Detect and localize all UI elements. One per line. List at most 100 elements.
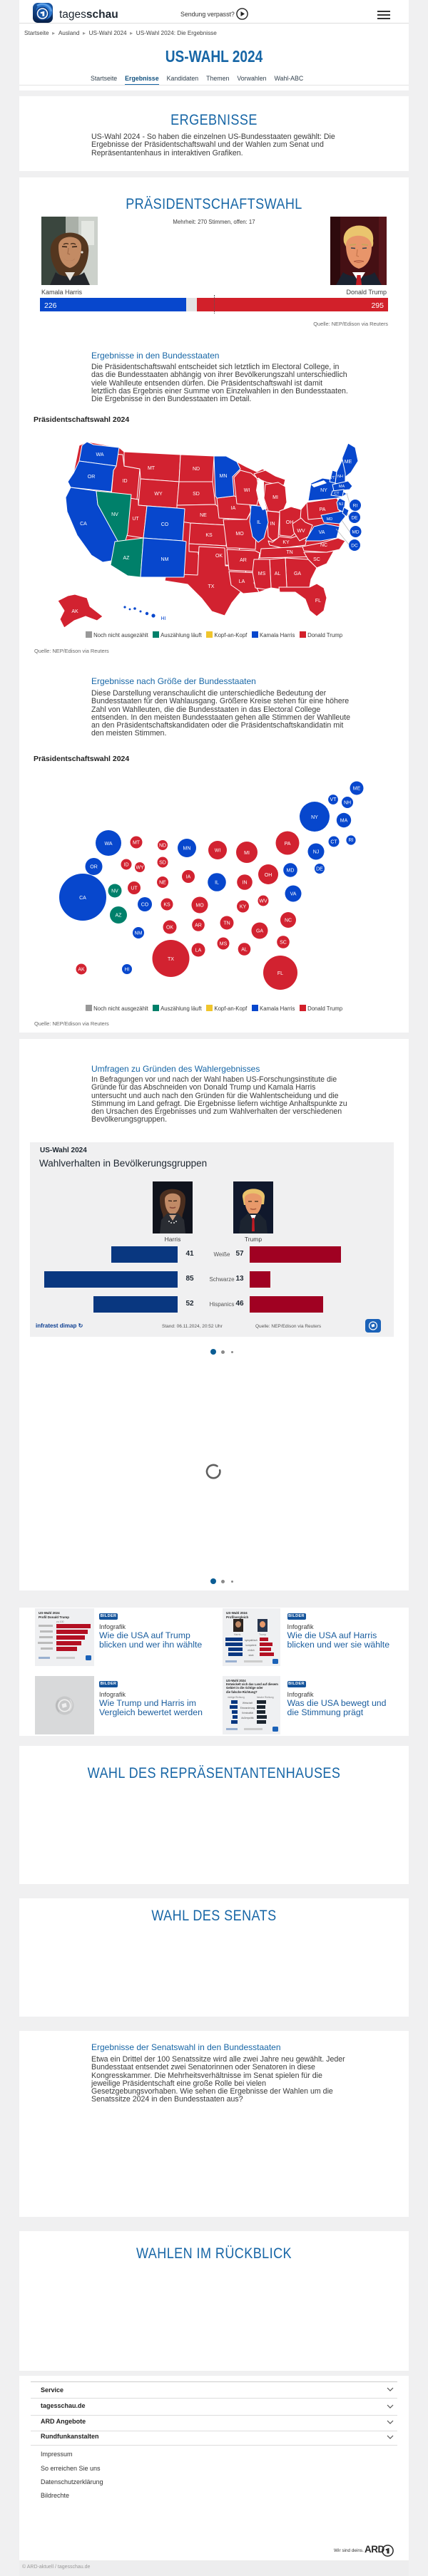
svg-text:MI: MI xyxy=(272,495,278,500)
svg-text:OK: OK xyxy=(215,554,223,559)
svg-text:SD: SD xyxy=(159,861,166,866)
svg-text:SC: SC xyxy=(280,941,287,946)
svg-text:MO: MO xyxy=(195,904,204,909)
svg-text:PA: PA xyxy=(320,507,326,512)
svg-text:ND: ND xyxy=(193,467,200,472)
svg-text:WY: WY xyxy=(154,492,163,497)
svg-text:OH: OH xyxy=(265,873,272,878)
svg-text:MN: MN xyxy=(220,474,228,479)
svg-text:MS: MS xyxy=(220,942,228,947)
svg-text:LA: LA xyxy=(195,948,202,953)
svg-text:AR: AR xyxy=(195,924,202,929)
svg-text:NM: NM xyxy=(135,931,143,936)
svg-text:NJ: NJ xyxy=(339,502,344,507)
svg-text:NY: NY xyxy=(320,488,327,493)
svg-text:MD: MD xyxy=(327,517,333,522)
svg-text:ME: ME xyxy=(345,460,352,465)
svg-text:CT: CT xyxy=(330,840,337,845)
svg-text:OK: OK xyxy=(166,926,173,931)
svg-text:DC: DC xyxy=(351,544,358,549)
svg-text:RI: RI xyxy=(353,504,358,509)
svg-text:WY: WY xyxy=(136,866,144,871)
svg-text:CO: CO xyxy=(141,903,149,908)
svg-text:ID: ID xyxy=(124,863,129,868)
svg-text:IN: IN xyxy=(270,522,275,527)
svg-text:IN: IN xyxy=(243,881,248,886)
svg-text:AL: AL xyxy=(275,571,281,576)
svg-text:KY: KY xyxy=(282,540,290,545)
svg-text:LA: LA xyxy=(239,579,245,584)
svg-text:FL: FL xyxy=(277,971,283,976)
svg-text:DE: DE xyxy=(351,516,358,521)
svg-text:AK: AK xyxy=(78,968,85,973)
svg-text:MT: MT xyxy=(133,841,141,846)
svg-text:NE: NE xyxy=(159,881,166,886)
svg-text:MT: MT xyxy=(148,466,156,471)
svg-text:PA: PA xyxy=(285,842,291,847)
svg-text:SD: SD xyxy=(193,492,200,497)
svg-text:NV: NV xyxy=(111,512,118,517)
svg-text:MA: MA xyxy=(339,485,345,489)
svg-text:WI: WI xyxy=(215,849,221,854)
svg-text:GA: GA xyxy=(294,571,301,576)
svg-text:IA: IA xyxy=(231,506,236,511)
svg-text:SC: SC xyxy=(313,557,320,562)
svg-text:ID: ID xyxy=(123,479,128,484)
svg-text:NE: NE xyxy=(200,513,207,518)
svg-text:NM: NM xyxy=(161,557,169,562)
svg-text:MN: MN xyxy=(183,847,191,852)
svg-text:IA: IA xyxy=(186,875,191,880)
svg-text:AL: AL xyxy=(241,948,248,953)
svg-text:WI: WI xyxy=(244,488,250,493)
svg-text:VT: VT xyxy=(330,476,335,480)
svg-text:ND: ND xyxy=(159,844,166,849)
svg-text:DE: DE xyxy=(316,867,323,872)
svg-text:WV: WV xyxy=(297,529,305,534)
svg-text:CO: CO xyxy=(161,522,169,527)
svg-text:IL: IL xyxy=(257,520,261,525)
svg-text:MI: MI xyxy=(244,851,250,856)
svg-text:KS: KS xyxy=(163,903,170,908)
svg-text:NC: NC xyxy=(320,543,327,548)
svg-text:ME: ME xyxy=(353,787,361,792)
svg-text:NH: NH xyxy=(337,475,343,479)
svg-text:NV: NV xyxy=(111,889,118,894)
svg-text:NY: NY xyxy=(311,815,318,820)
svg-text:AZ: AZ xyxy=(123,556,131,561)
svg-text:UT: UT xyxy=(131,886,138,891)
svg-text:AK: AK xyxy=(71,609,78,614)
svg-text:CA: CA xyxy=(80,522,87,527)
svg-text:TN: TN xyxy=(286,550,292,555)
svg-text:GA: GA xyxy=(256,929,263,934)
svg-text:NC: NC xyxy=(285,919,292,924)
svg-text:AZ: AZ xyxy=(116,914,123,919)
svg-text:UT: UT xyxy=(132,517,139,522)
svg-text:OR: OR xyxy=(88,475,96,480)
svg-text:NJ: NJ xyxy=(313,850,320,855)
svg-text:WA: WA xyxy=(104,842,112,847)
svg-text:MA: MA xyxy=(340,819,348,824)
svg-text:FL: FL xyxy=(315,599,321,604)
svg-text:MD: MD xyxy=(287,869,295,874)
svg-text:OH: OH xyxy=(286,520,294,525)
svg-text:VA: VA xyxy=(319,530,325,535)
svg-text:HI: HI xyxy=(125,968,130,973)
svg-text:NH: NH xyxy=(344,801,351,806)
svg-text:RI: RI xyxy=(349,838,354,843)
svg-text:MD: MD xyxy=(352,530,359,535)
svg-text:WV: WV xyxy=(259,899,268,904)
svg-text:KS: KS xyxy=(205,533,213,538)
svg-text:CA: CA xyxy=(79,896,86,901)
svg-text:WA: WA xyxy=(96,452,103,457)
svg-text:CT: CT xyxy=(334,492,340,496)
svg-text:AR: AR xyxy=(240,558,247,563)
svg-text:HI: HI xyxy=(161,616,166,621)
svg-text:MO: MO xyxy=(235,532,244,537)
svg-text:KY: KY xyxy=(240,905,247,910)
svg-text:TX: TX xyxy=(168,957,174,962)
svg-text:OR: OR xyxy=(90,865,98,870)
svg-text:VA: VA xyxy=(290,892,297,897)
svg-text:VT: VT xyxy=(330,797,337,802)
svg-text:IL: IL xyxy=(215,881,219,886)
svg-text:TN: TN xyxy=(223,921,230,926)
